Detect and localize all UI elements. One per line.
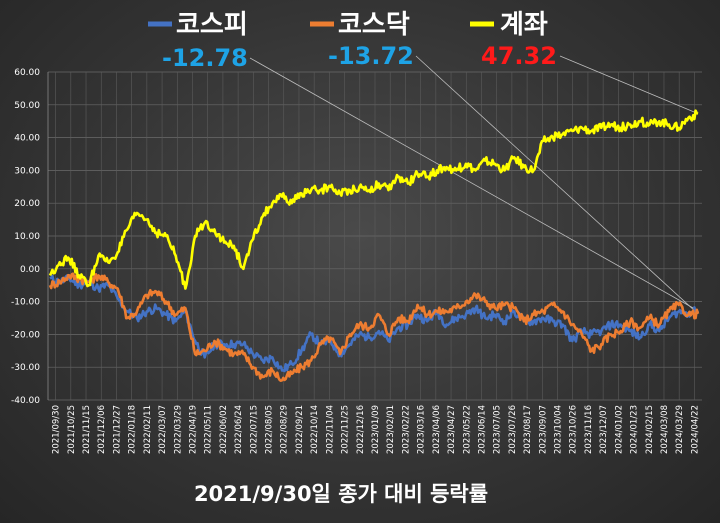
x-tick-label: 2023/10/04 (554, 405, 564, 454)
final-value-account: 47.32 (481, 42, 557, 70)
y-tick-label: 0.00 (20, 265, 40, 275)
chart-caption: 2021/9/30일 종가 대비 등락률 (194, 482, 488, 506)
x-tick-label: 2022/08/05 (265, 405, 275, 454)
x-tick-label: 2022/10/14 (310, 405, 320, 454)
x-tick-label: 2022/07/15 (249, 405, 259, 454)
x-tick-label: 2022/02/11 (143, 405, 153, 454)
y-tick-label: -40.00 (11, 396, 40, 406)
x-tick-label: 2022/04/19 (188, 405, 198, 454)
final-value-kosdaq: -13.72 (328, 42, 414, 70)
callout-line-0 (249, 57, 699, 312)
x-tick-label: 2023/08/17 (523, 405, 533, 454)
x-tick-label: 2024/01/02 (614, 405, 624, 454)
callout-line-1 (415, 55, 699, 315)
x-tick-label: 2022/06/02 (219, 405, 229, 454)
legend-label-account: 계좌 (500, 10, 548, 40)
x-tick-label: 2024/03/08 (660, 405, 670, 454)
x-tick-label: 2023/06/14 (477, 405, 487, 454)
x-tick-label: 2022/01/18 (128, 405, 138, 454)
series-line-1 (48, 272, 700, 383)
x-tick-label: 2023/12/07 (599, 405, 609, 454)
y-tick-label: -30.00 (11, 363, 40, 373)
x-tick-label: 2023/05/22 (462, 405, 472, 454)
x-tick-label: 2022/09/21 (295, 405, 305, 454)
x-tick-label: 2023/02/01 (386, 405, 396, 454)
x-axis: 2021/09/30 2021/10/25 2021/11/15 2021/12/06… (52, 405, 701, 454)
x-tick-label: 2023/02/22 (401, 405, 411, 454)
x-tick-label: 2022/11/25 (341, 405, 351, 454)
x-tick-label: 2023/04/27 (447, 405, 457, 454)
x-tick-label: 2022/05/11 (204, 405, 214, 454)
x-tick-label: 2021/12/27 (112, 405, 122, 454)
x-tick-label: 2023/11/16 (584, 405, 594, 454)
legend: 코스피 코스닥 계좌 (148, 10, 548, 40)
x-tick-label: 2023/03/16 (417, 405, 427, 454)
y-tick-label: -20.00 (11, 330, 40, 340)
x-tick-label: 2024/01/23 (630, 405, 640, 454)
callout-lines (249, 55, 699, 315)
y-tick-label: 60.00 (14, 68, 40, 78)
x-tick-label: 2021/09/30 (52, 405, 62, 454)
grid (47, 71, 702, 401)
x-tick-label: 2022/11/04 (325, 405, 335, 454)
x-tick-label: 2023/04/06 (432, 405, 442, 454)
x-tick-label: 2023/07/05 (493, 405, 503, 454)
x-tick-label: 2024/04/22 (690, 405, 700, 454)
y-tick-label: 40.00 (14, 134, 40, 144)
y-axis: 60.00 50.00 40.00 30.00 20.00 10.00 0.00 -10.00… (11, 68, 40, 406)
x-tick-label: 2022/03/07 (158, 405, 168, 454)
legend-label-kospi: 코스피 (176, 10, 248, 40)
x-tick-label: 2022/03/29 (173, 405, 183, 454)
x-tick-label: 2021/11/15 (82, 405, 92, 454)
series-line-0 (49, 274, 700, 373)
y-tick-label: 30.00 (14, 166, 40, 176)
y-tick-label: 10.00 (14, 232, 40, 242)
x-tick-label: 2024/03/29 (675, 405, 685, 454)
x-tick-label: 2023/10/26 (569, 405, 579, 454)
x-tick-label: 2021/10/25 (67, 405, 77, 454)
y-tick-label: -10.00 (11, 298, 40, 308)
x-tick-label: 2023/09/07 (538, 405, 548, 454)
final-value-kospi: -12.78 (162, 44, 248, 72)
series-lines (48, 109, 700, 383)
x-tick-label: 2021/12/06 (97, 405, 107, 454)
y-tick-label: 50.00 (14, 101, 40, 111)
x-tick-label: 2022/08/29 (280, 405, 290, 454)
callout-line-2 (559, 55, 699, 114)
y-tick-label: 20.00 (14, 199, 40, 209)
x-tick-label: 2023/01/09 (371, 405, 381, 454)
x-tick-label: 2023/07/26 (508, 405, 518, 454)
series-line-2 (48, 109, 699, 290)
x-tick-label: 2022/12/16 (356, 405, 366, 454)
x-tick-label: 2022/06/24 (234, 405, 244, 454)
legend-label-kosdaq: 코스닥 (338, 10, 410, 40)
x-tick-label: 2024/02/15 (645, 405, 655, 454)
